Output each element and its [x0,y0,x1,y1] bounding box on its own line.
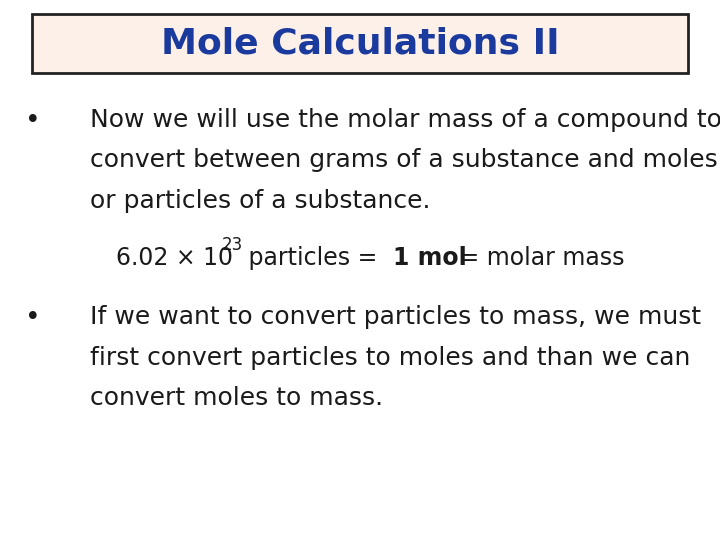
Text: 1 mol: 1 mol [393,246,467,269]
Text: 6.02 × 10: 6.02 × 10 [117,246,233,269]
Text: convert between grams of a substance and moles: convert between grams of a substance and… [90,148,718,172]
Text: Now we will use the molar mass of a compound to: Now we will use the molar mass of a comp… [90,108,720,132]
Text: or particles of a substance.: or particles of a substance. [90,189,431,213]
Text: 23: 23 [222,236,243,254]
Text: first convert particles to moles and than we can: first convert particles to moles and tha… [90,346,690,369]
Text: = molar mass: = molar mass [451,246,624,269]
Text: If we want to convert particles to mass, we must: If we want to convert particles to mass,… [90,305,701,329]
FancyBboxPatch shape [32,14,688,73]
Text: •: • [25,108,41,134]
Text: convert moles to mass.: convert moles to mass. [90,386,383,410]
Text: particles =: particles = [241,246,385,269]
Text: Mole Calculations II: Mole Calculations II [161,26,559,60]
Text: •: • [25,305,41,331]
